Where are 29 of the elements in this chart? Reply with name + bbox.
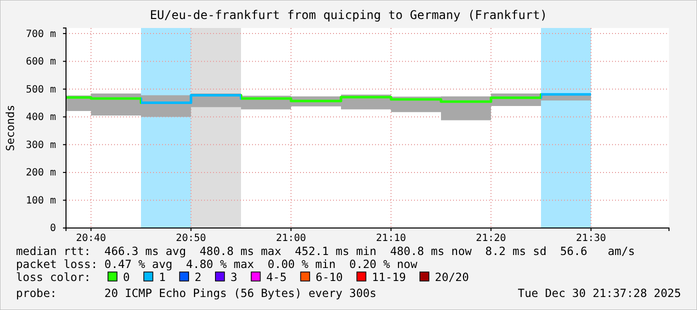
y-tick-label: 700 m <box>26 28 56 40</box>
legend-title: loss color: <box>16 271 91 284</box>
y-tick-label: 200 m <box>26 168 56 179</box>
text: probe: 20 ICMP Echo Pings (56 Bytes) every 300s <box>16 287 376 300</box>
y-tick-label: 0 <box>50 223 56 234</box>
legend-label: 6-10 <box>316 271 344 284</box>
legend-label: 20/20 <box>434 271 470 284</box>
x-tick-label: 21:30 <box>576 233 606 244</box>
text: median rtt: 466.3 ms avg 480.8 ms max 452.1 ms min 480.8 ms now 8.2 ms sd 56.6 am/s <box>16 245 635 258</box>
legend-label: 0 <box>123 271 130 284</box>
x-tick-label: 21:00 <box>276 233 306 244</box>
x-tick-label: 20:40 <box>76 233 106 244</box>
y-tick-label: 400 m <box>26 112 56 124</box>
text: Tue Dec 30 21:37:28 2025 <box>518 287 681 300</box>
y-tick-label: 100 m <box>26 195 56 206</box>
y-tick-label: 500 m <box>26 84 56 96</box>
text: packet loss: 0.47 % avg 4.80 % max 0.00 % min 0.20 % now <box>16 258 418 271</box>
legend-label: 4-5 <box>266 271 287 284</box>
legend-label: 2 <box>194 271 202 284</box>
y-tick-label: 300 m <box>26 140 56 151</box>
x-tick-label: 21:20 <box>476 233 506 244</box>
y-tick-label: 600 m <box>26 56 56 68</box>
x-tick-label: 20:50 <box>176 233 206 244</box>
legend-label: 11-19 <box>372 271 406 284</box>
legend-label: 3 <box>230 271 238 284</box>
chart-title: EU/eu-de-frankfurt from quicping to Germany (Frankfurt) <box>150 8 548 22</box>
x-tick-label: 21:10 <box>376 233 406 244</box>
legend-label: 1 <box>158 271 166 284</box>
y-axis-title: Seconds <box>4 104 17 152</box>
